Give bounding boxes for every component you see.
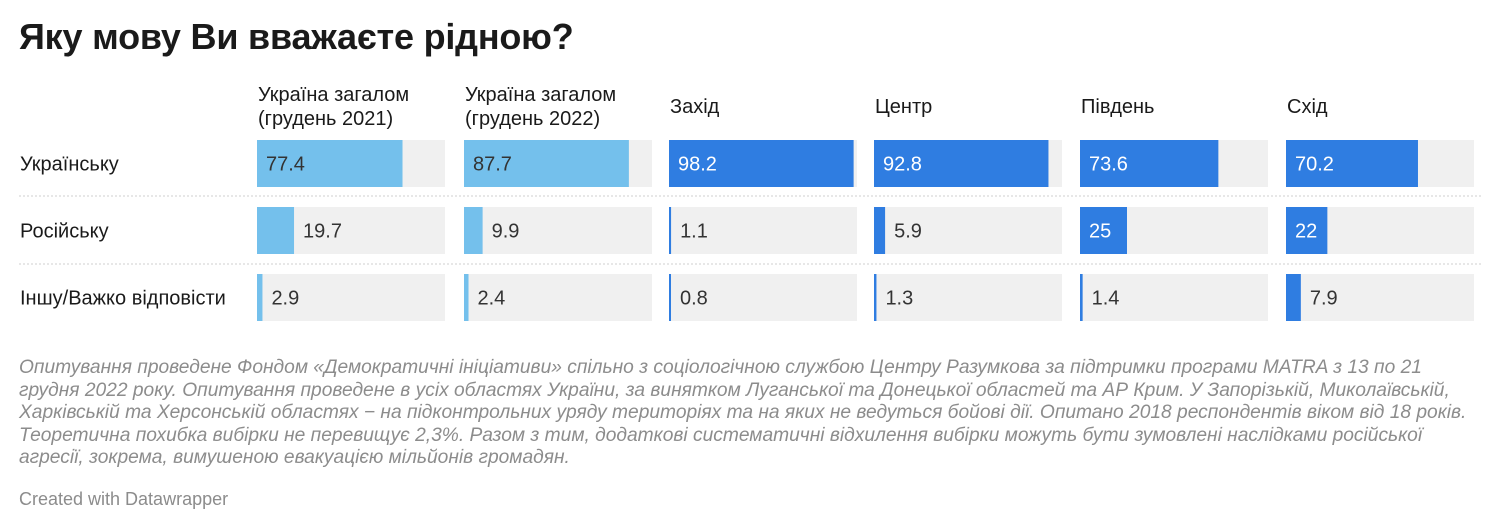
column-header-0-line-0: Україна загалом bbox=[258, 84, 409, 106]
bar-1-0 bbox=[464, 140, 629, 187]
bar-0-2 bbox=[257, 274, 263, 321]
bar-track-3-1 bbox=[874, 207, 1062, 254]
bar-0-1 bbox=[257, 207, 295, 254]
bar-value-label-0-0: 77.4 bbox=[266, 154, 305, 176]
bar-value-label-0-1: 19.7 bbox=[303, 221, 342, 243]
bar-value-label-3-1: 5.9 bbox=[894, 221, 922, 243]
bar-value-label-4-0: 73.6 bbox=[1089, 154, 1128, 176]
bar-value-label-1-1: 9.9 bbox=[492, 221, 520, 243]
bar-track-3-2 bbox=[874, 274, 1062, 321]
bar-track-1-1 bbox=[464, 207, 652, 254]
bar-value-label-0-2: 2.9 bbox=[271, 288, 299, 310]
bar-5-2 bbox=[1286, 274, 1301, 321]
bar-value-label-1-2: 2.4 bbox=[478, 288, 506, 310]
bar-value-label-5-1: 22 bbox=[1295, 221, 1317, 243]
bar-3-1 bbox=[874, 207, 886, 254]
column-header-0-line-1: (грудень 2021) bbox=[258, 108, 393, 130]
bar-chart-grid: Українську Російську Іншу/Важко відповісти… bbox=[19, 84, 1481, 321]
bar-5-1 bbox=[1286, 207, 1328, 254]
bar-3-0 bbox=[874, 140, 1049, 187]
bar-track-1-2 bbox=[464, 274, 652, 321]
bar-3-2 bbox=[874, 274, 877, 321]
bar-value-label-3-0: 92.8 bbox=[883, 154, 922, 176]
bar-track-5-2 bbox=[1286, 274, 1474, 321]
bar-4-0 bbox=[1080, 140, 1219, 187]
bar-4-2 bbox=[1080, 274, 1083, 321]
column-header-2-line-0: Захід bbox=[670, 96, 720, 118]
bar-track-0-2 bbox=[257, 274, 445, 321]
bar-value-label-2-2: 0.8 bbox=[680, 288, 708, 310]
bar-track-2-1 bbox=[669, 207, 857, 254]
bar-value-label-3-2: 1.3 bbox=[885, 288, 913, 310]
row-label-0: Українську bbox=[20, 154, 119, 176]
bar-2-1 bbox=[669, 207, 672, 254]
bar-value-label-1-0: 87.7 bbox=[473, 154, 512, 176]
column-header-3-line-0: Центр bbox=[875, 96, 932, 118]
bar-value-label-2-1: 1.1 bbox=[680, 221, 708, 243]
bar-value-label-4-1: 25 bbox=[1089, 221, 1111, 243]
bar-value-label-2-0: 98.2 bbox=[678, 154, 717, 176]
column-header-5-line-0: Схід bbox=[1287, 96, 1328, 118]
bar-0-0 bbox=[257, 140, 403, 187]
bar-value-label-4-2: 1.4 bbox=[1092, 288, 1120, 310]
bar-1-2 bbox=[464, 274, 469, 321]
bar-5-0 bbox=[1286, 140, 1418, 187]
bar-track-4-2 bbox=[1080, 274, 1268, 321]
bar-value-label-5-2: 7.9 bbox=[1310, 288, 1338, 310]
column-header-1-line-0: Україна загалом bbox=[465, 84, 616, 106]
bar-1-1 bbox=[464, 207, 483, 254]
datawrapper-credit: Created with Datawrapper bbox=[19, 489, 229, 509]
row-label-1: Російську bbox=[20, 221, 109, 243]
bar-2-2 bbox=[669, 274, 671, 321]
bar-2-0 bbox=[669, 140, 854, 187]
bar-track-2-2 bbox=[669, 274, 857, 321]
chart-notes: Опитування проведене Фондом «Демократичн… bbox=[19, 357, 1467, 469]
column-header-1-line-1: (грудень 2022) bbox=[465, 108, 600, 130]
column-header-4-line-0: Південь bbox=[1081, 96, 1154, 118]
bar-value-label-5-0: 70.2 bbox=[1295, 154, 1334, 176]
row-label-2: Іншу/Важко відповісти bbox=[20, 288, 226, 310]
chart-title: Яку мову Ви вважаєте рідною? bbox=[19, 16, 574, 57]
bar-4-1 bbox=[1080, 207, 1127, 254]
